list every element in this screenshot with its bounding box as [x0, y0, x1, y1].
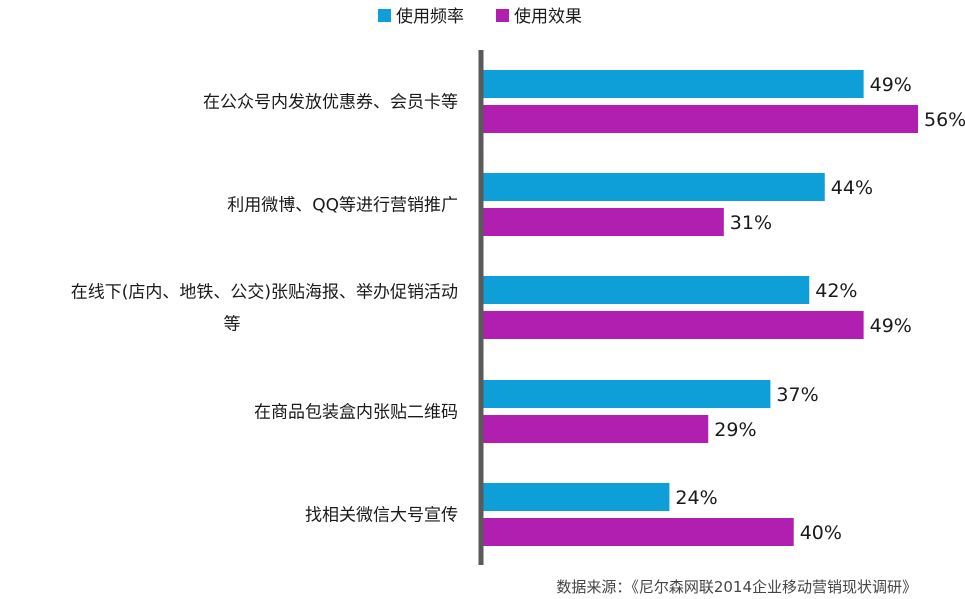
legend-swatch-2 [496, 9, 509, 22]
value-label-4-series-1: 37% [776, 384, 818, 406]
value-label-5-series-2: 40% [800, 522, 842, 544]
bar-3-series-2 [483, 311, 864, 339]
category-label-3-line-2: 等 [224, 315, 241, 335]
category-label-4: 在商品包装盒内张贴二维码 [254, 403, 458, 423]
value-label-1-series-1: 49% [870, 74, 912, 96]
category-label-5: 找相关微信大号宣传 [305, 506, 458, 526]
value-label-3-series-2: 49% [870, 315, 912, 337]
bar-4-series-2 [483, 415, 709, 443]
value-label-2-series-1: 44% [831, 177, 873, 199]
bar-2-series-2 [483, 208, 724, 236]
bar-2-series-1 [483, 173, 825, 201]
category-label-2: 利用微博、QQ等进行营销推广 [227, 196, 458, 216]
category-label-1: 在公众号内发放优惠券、会员卡等 [203, 93, 458, 113]
bar-1-series-1 [483, 70, 864, 98]
value-label-1-series-2: 56% [924, 109, 965, 131]
bar-5-series-2 [483, 518, 794, 546]
legend-label-2: 使用效果 [514, 6, 582, 27]
value-labels: 49% 56% 44% 31% 42% 49% 37% 29% 24% 40% [675, 74, 965, 544]
bars [483, 70, 918, 546]
bar-5-series-1 [483, 483, 670, 511]
bar-1-series-2 [483, 105, 918, 133]
category-labels: 在公众号内发放优惠券、会员卡等利用微博、QQ等进行营销推广在线下(店内、地铁、公… [71, 93, 458, 526]
bar-3-series-1 [483, 276, 810, 304]
category-label-3-line-1: 在线下(店内、地铁、公交)张贴海报、举办促销活动 [71, 283, 458, 303]
bar-4-series-1 [483, 380, 771, 408]
value-label-5-series-1: 24% [675, 487, 717, 509]
value-label-4-series-2: 29% [714, 419, 756, 441]
value-label-3-series-1: 42% [815, 280, 857, 302]
legend-label-1: 使用频率 [396, 6, 464, 27]
legend: 使用频率 使用效果 [378, 6, 582, 27]
legend-swatch-1 [378, 9, 391, 22]
value-label-2-series-2: 31% [730, 212, 772, 234]
source-note: 数据来源：《尼尔森网联2014企业移动营销现状调研》 [556, 578, 917, 596]
